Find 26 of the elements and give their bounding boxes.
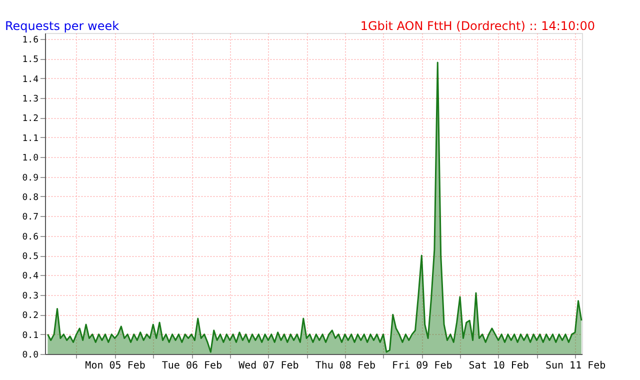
x-tick-label: Wed 07 Feb	[238, 360, 299, 372]
x-tick-label: Sun 11 Feb	[545, 360, 606, 372]
chart-subtitle: 1Gbit AON FttH (Dordrecht) :: 14:10:00	[360, 19, 595, 33]
x-tick-label: Mon 05 Feb	[85, 360, 146, 372]
y-tick-label: 1.3	[22, 94, 38, 104]
y-tick-label: 0.0	[22, 350, 38, 360]
y-tick-label: 0.5	[22, 252, 38, 262]
x-tick-label: Thu 08 Feb	[315, 360, 376, 372]
y-tick-label: 1.1	[22, 134, 38, 144]
y-tick-label: 1.0	[22, 154, 38, 164]
y-tick-label: 0.1	[22, 330, 38, 341]
y-tick-label: 1.5	[22, 55, 38, 66]
y-tick-label: 0.8	[22, 192, 38, 203]
y-tick-label: 0.3	[22, 291, 38, 302]
y-tick-label: 1.6	[22, 35, 38, 46]
y-tick-label: 0.2	[22, 311, 38, 322]
y-tick-label: 1.2	[22, 114, 38, 124]
y-tick-label: 0.6	[22, 232, 38, 242]
y-tick-label: 0.4	[22, 272, 38, 282]
y-tick-label: 1.4	[22, 74, 38, 85]
chart-title: Requests per week	[5, 19, 120, 33]
x-tick-label: Fri 09 Feb	[392, 360, 452, 372]
y-tick-label: 0.9	[22, 173, 38, 184]
y-tick-label: 0.7	[22, 212, 38, 223]
x-tick-label: Sat 10 Feb	[468, 360, 529, 372]
x-tick-label: Tue 06 Feb	[162, 360, 222, 372]
